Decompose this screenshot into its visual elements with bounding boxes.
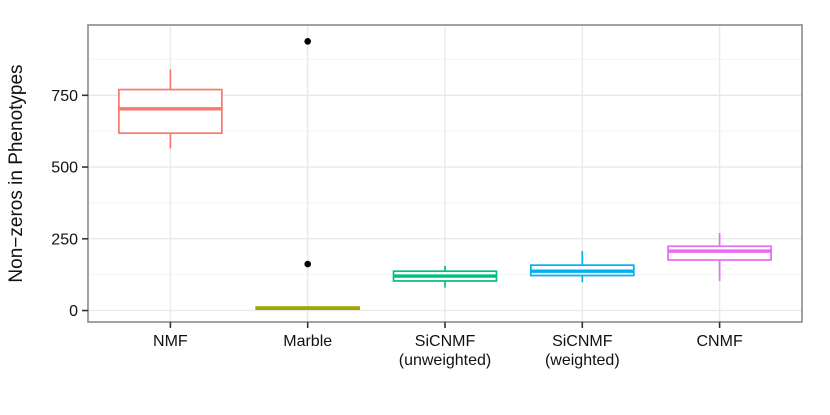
x-category-label-3-line-0: SiCNMF (552, 333, 613, 350)
x-category-label-4-line-0: CNMF (697, 333, 743, 350)
y-axis-title: Non−zeros in Phenotypes (6, 64, 27, 282)
outlier-point-1-0 (304, 260, 311, 268)
x-category-label-0-line-0: NMF (153, 333, 188, 350)
box-iqr-0 (118, 88, 223, 135)
y-tick-label-750: 750 (51, 88, 78, 105)
x-category-label-1-line-0: Marble (283, 333, 332, 350)
outlier-point-1-1 (304, 38, 311, 45)
x-category-label-2-line-0: SiCNMF (415, 333, 476, 350)
y-tick-label-500: 500 (51, 160, 78, 177)
box-iqr-4 (667, 245, 772, 261)
y-tick-label-250: 250 (51, 231, 78, 248)
y-tick-label-0: 0 (69, 303, 78, 320)
x-category-label-3-line-1: (weighted) (545, 352, 620, 369)
x-category-label-2-line-1: (unweighted) (399, 352, 492, 369)
